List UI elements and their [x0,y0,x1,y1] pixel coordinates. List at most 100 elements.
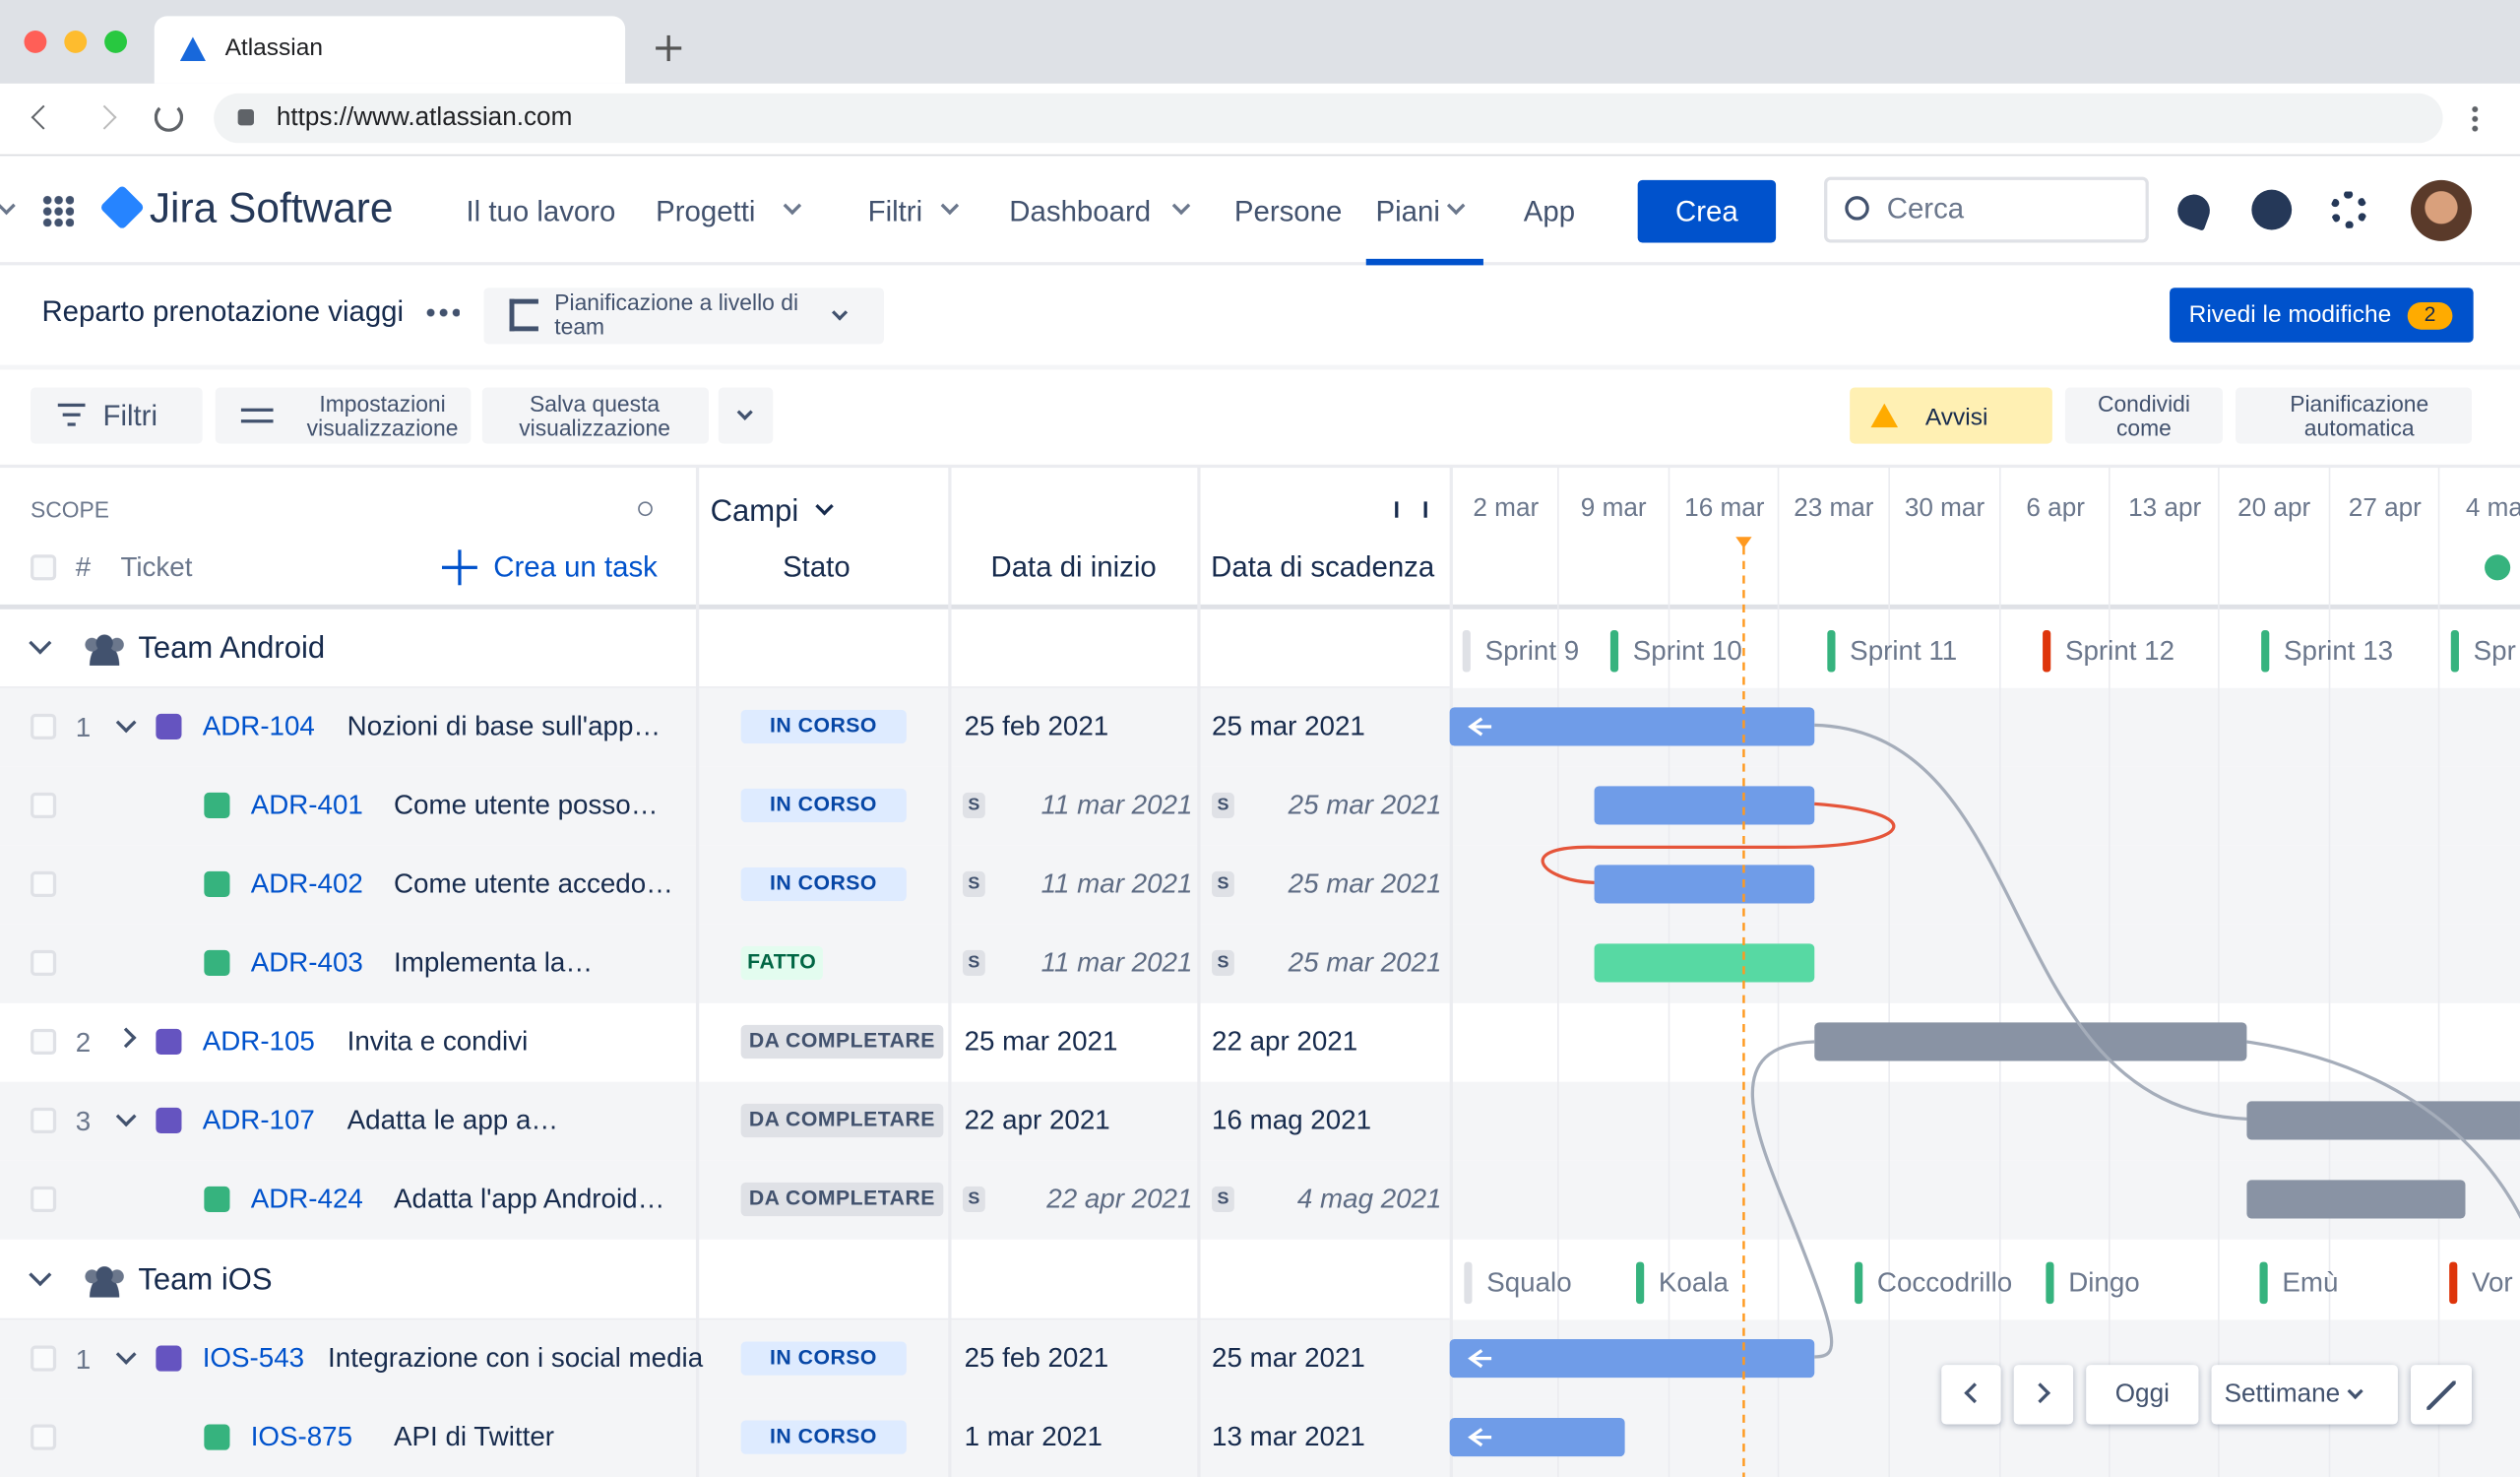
window-button[interactable] [64,31,88,53]
sprint-marker [1827,629,1836,673]
previous-button[interactable] [1941,1365,2001,1425]
issue-key[interactable]: ADR-105 [202,1026,315,1058]
issue-key[interactable]: ADR-402 [250,868,363,900]
more-button[interactable] [424,308,460,317]
issue-summary: Adatta le app a… [346,1105,559,1136]
row-checkbox[interactable] [31,1424,57,1450]
today-button[interactable] [2086,1365,2199,1425]
team-name: Team Android [138,631,326,667]
app-switcher[interactable] [41,194,75,227]
fields-button[interactable]: Campi [710,494,799,530]
menu-button[interactable] [2472,104,2479,134]
next-button[interactable] [2013,1365,2074,1425]
sprint-marker [2046,1261,2054,1305]
sprint-name: Sprint 9 [1484,635,1580,667]
dependency-line [1541,802,1896,884]
issue-key[interactable]: ADR-401 [250,790,363,821]
nav-item[interactable]: Dashboard [1009,195,1152,228]
create-button[interactable] [1637,179,1777,243]
help[interactable] [2251,189,2293,230]
status-lozenge: DA COMPLETARE [740,1103,944,1138]
nav-item[interactable]: Il tuo lavoro [466,195,616,228]
search-field[interactable] [1824,176,2149,243]
search-placeholder: Cerca [1886,192,1965,225]
issue-summary: Come utente posso… [393,790,659,821]
scale-label[interactable]: Settimane [2224,1381,2341,1408]
row-number: 3 [75,1106,92,1137]
scale-button[interactable] [2211,1365,2398,1425]
team-icon [83,1264,126,1298]
row-checkbox[interactable] [31,870,57,898]
view-selector[interactable] [483,288,884,345]
status-lozenge: IN CORSO [740,867,907,902]
start-date: 25 mar 2021 [964,1026,1118,1058]
week-divider [1557,466,1559,1477]
search-icon [1845,196,1869,221]
nav-item[interactable]: Filtri [867,195,923,228]
issue-key[interactable]: IOS-543 [202,1342,305,1374]
story-icon [204,949,230,977]
share-button[interactable] [2064,387,2223,444]
create-task[interactable]: Crea un task [493,550,658,584]
issue-key[interactable]: ADR-403 [250,947,363,979]
epic-icon [156,1107,182,1134]
row-checkbox[interactable] [31,713,57,740]
plus-icon[interactable] [441,549,477,586]
view-settings-label[interactable]: Impostazioni visualizzazione [306,390,459,441]
row-checkbox[interactable] [31,1107,57,1134]
start-badge: S [968,795,980,815]
url: https://www.atlassian.com [276,103,573,132]
status-lozenge: IN CORSO [740,709,907,744]
epic-icon [156,1028,182,1056]
start-date: 11 mar 2021 [1040,947,1193,979]
row-checkbox[interactable] [31,1186,57,1213]
nav-item[interactable]: Progetti [656,195,756,228]
issue-key[interactable]: ADR-424 [250,1184,363,1215]
select-all[interactable] [31,554,57,581]
filters-label[interactable]: Filtri [102,399,158,432]
row-checkbox[interactable] [31,1028,57,1056]
save-view-label[interactable]: Salva questa visualizzazione [519,390,670,441]
nav-item[interactable]: Piani [1375,195,1440,228]
review-label[interactable]: Rivedi le modifiche [2188,300,2392,329]
row-checkbox[interactable] [31,949,57,977]
scope-search[interactable] [638,501,653,517]
due-date: 13 mar 2021 [1212,1421,1365,1452]
overflow-arrow [1468,1428,1492,1447]
header-border [0,604,2520,610]
share-label[interactable]: Condividi come [2097,390,2190,441]
alerts-label[interactable]: Avvisi [1924,404,1988,432]
new-tab-button[interactable] [656,34,682,62]
nav-item[interactable]: Persone [1233,195,1343,228]
issue-key[interactable]: ADR-107 [202,1105,315,1136]
avatar[interactable] [2410,179,2473,241]
due-badge: S [1217,795,1229,815]
due-date: 4 mag 2021 [1296,1184,1442,1215]
row-number: 1 [75,1344,92,1376]
badge-bg [962,792,985,819]
settings[interactable] [2330,191,2367,228]
due-date: 25 mar 2021 [1212,711,1365,742]
tab[interactable] [154,16,626,84]
start-badge: S [968,1188,980,1209]
status-lozenge: IN CORSO [740,1341,907,1376]
more-options-button[interactable] [718,387,774,444]
nav-item[interactable]: App [1523,195,1576,228]
row-checkbox[interactable] [31,792,57,819]
issue-key[interactable]: ADR-104 [202,711,315,742]
window-button[interactable] [104,31,127,53]
auto-schedule-label[interactable]: Pianificazione automatica [2290,390,2429,441]
row-checkbox[interactable] [31,1345,57,1372]
reload-button[interactable] [154,102,184,132]
url-field[interactable] [214,93,2443,144]
today-marker [1735,537,1752,548]
save-view-button[interactable] [481,387,709,444]
window-button[interactable] [24,31,47,53]
start-date: 25 feb 2021 [964,1342,1109,1374]
today-label[interactable]: Oggi [2114,1381,2170,1408]
issue-key[interactable]: IOS-875 [250,1421,353,1452]
collapse-icon[interactable] [1395,501,1427,518]
create-label[interactable]: Crea [1675,195,1738,228]
auto-schedule-button[interactable] [2236,387,2473,444]
